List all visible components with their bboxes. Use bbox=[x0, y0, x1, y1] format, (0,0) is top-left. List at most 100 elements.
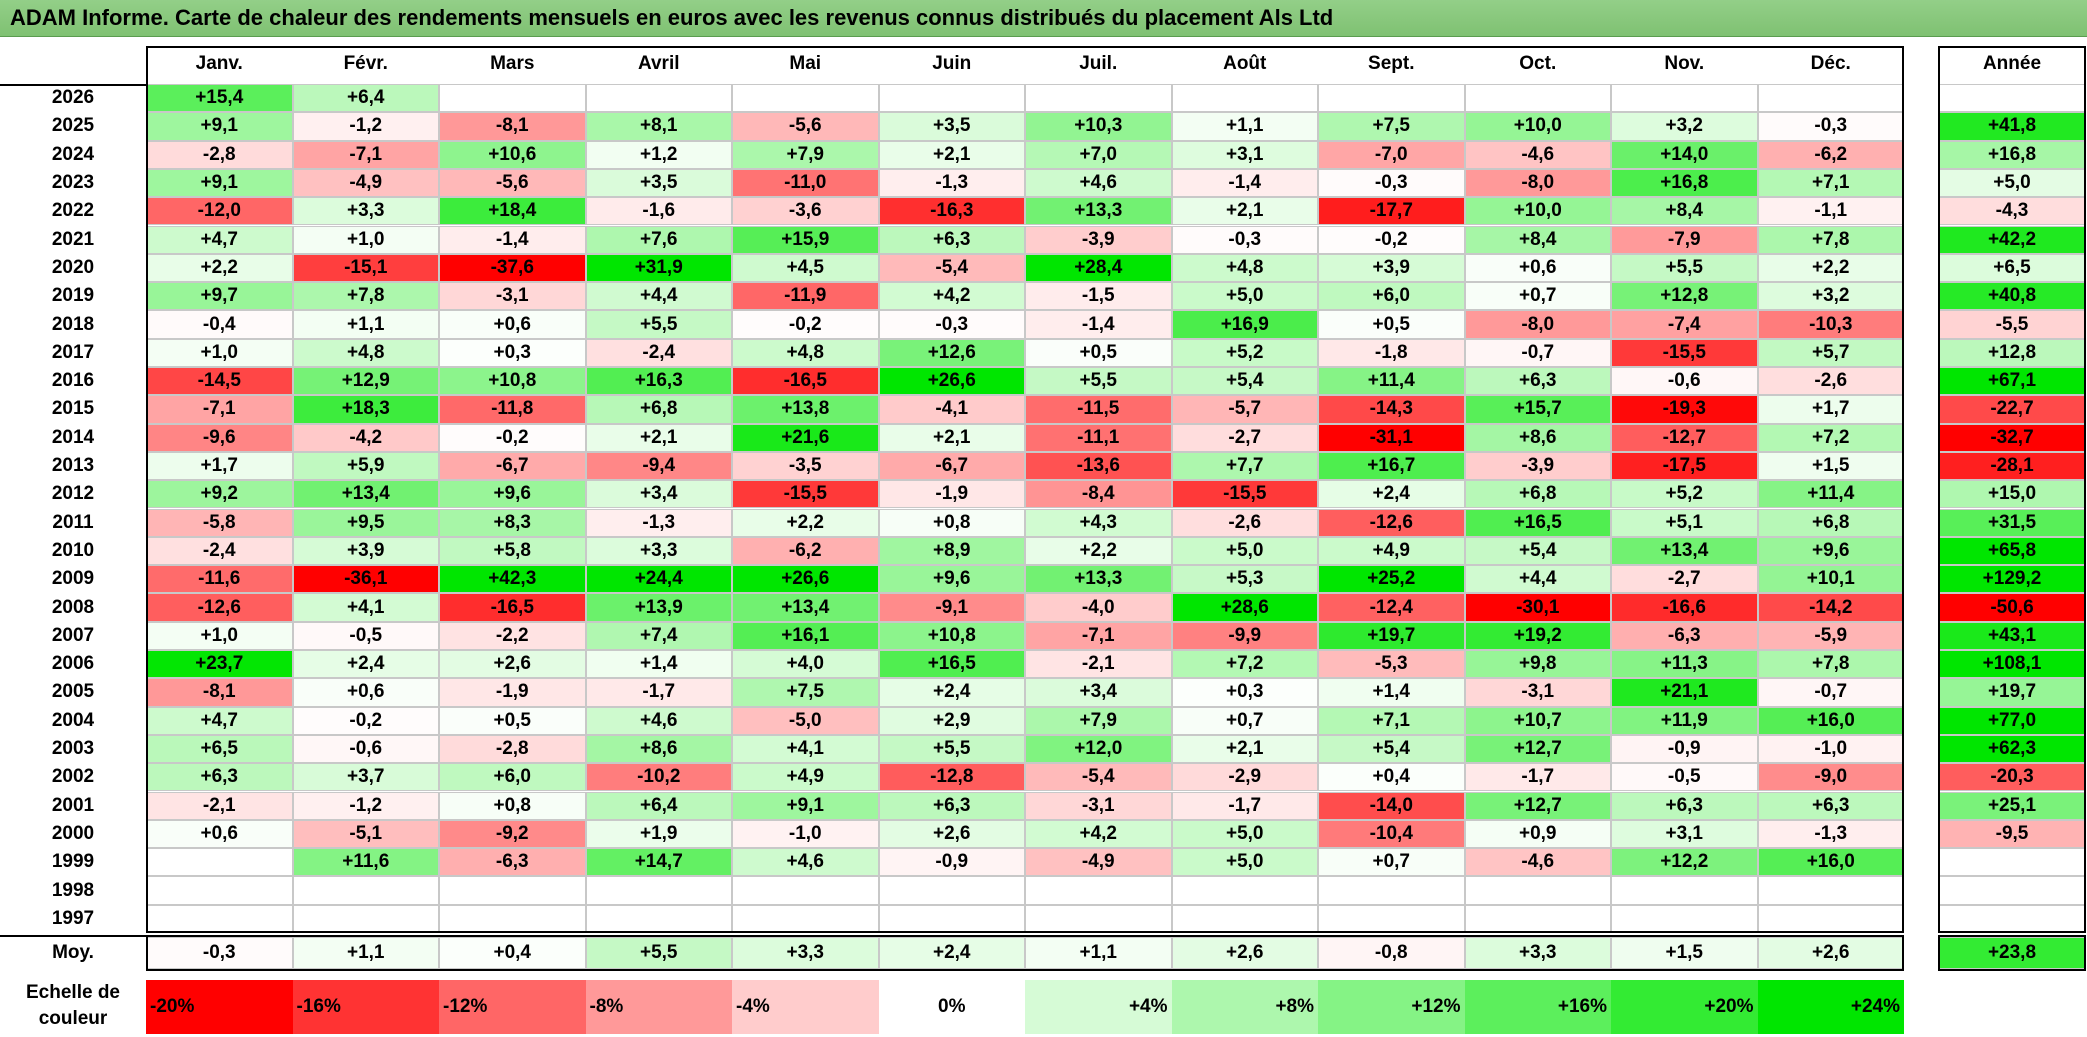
heatmap-cell: -3,9 bbox=[1025, 225, 1172, 254]
heatmap-cell: +11,4 bbox=[1318, 367, 1465, 396]
annual-cell: +19,7 bbox=[1938, 678, 2086, 707]
scale-step: -12% bbox=[439, 980, 586, 1034]
heatmap-cell: +0,6 bbox=[439, 310, 586, 339]
heatmap-cell: +5,5 bbox=[1611, 253, 1758, 283]
heatmap-cell: -0,7 bbox=[1757, 678, 1904, 707]
year-label: 2012 bbox=[51, 483, 95, 505]
heatmap-cell: -2,7 bbox=[1171, 423, 1318, 452]
heatmap-cell: -3,1 bbox=[1025, 791, 1172, 820]
heatmap-cell: -4,9 bbox=[292, 168, 439, 198]
heatmap-cell: -31,1 bbox=[1318, 423, 1465, 452]
heatmap-cell: +3,9 bbox=[292, 536, 439, 566]
heatmap-cell: -0,5 bbox=[292, 621, 439, 650]
heatmap-cell: +4,9 bbox=[732, 763, 879, 792]
heatmap-cell: +6,0 bbox=[1318, 282, 1465, 311]
heatmap-cell: +7,6 bbox=[585, 225, 732, 254]
heatmap-cell: +3,3 bbox=[292, 197, 439, 226]
average-cell: +0,4 bbox=[439, 937, 586, 969]
heatmap-cell: +11,3 bbox=[1611, 650, 1758, 679]
heatmap-cell: -12,6 bbox=[146, 593, 293, 622]
heatmap-cell: +31,9 bbox=[585, 253, 732, 283]
heatmap-cell: +7,9 bbox=[732, 140, 879, 169]
average-cell: +3,3 bbox=[1464, 937, 1611, 969]
year-label: 2020 bbox=[51, 256, 95, 278]
heatmap-cell: +24,4 bbox=[585, 565, 732, 594]
heatmap-cell: +0,5 bbox=[1318, 310, 1465, 339]
heatmap-cell: -10,2 bbox=[585, 763, 732, 792]
year-label: 2017 bbox=[51, 341, 95, 363]
scale-label: Echelle de couleur bbox=[26, 982, 120, 1029]
heatmap-cell: +10,3 bbox=[1025, 112, 1172, 141]
heatmap-cell: +4,1 bbox=[732, 734, 879, 764]
heatmap-cell: +8,6 bbox=[1464, 423, 1611, 452]
heatmap-cell: +12,9 bbox=[292, 367, 439, 396]
heatmap-cell: +10,0 bbox=[1464, 112, 1611, 141]
heatmap-cell: +13,4 bbox=[732, 593, 879, 622]
average-cell: +2,6 bbox=[1171, 937, 1318, 969]
heatmap-cell: +13,4 bbox=[292, 480, 439, 509]
heatmap-cell: +7,9 bbox=[1025, 706, 1172, 735]
average-cell: +1,5 bbox=[1611, 937, 1758, 969]
heatmap-cell: +6,5 bbox=[146, 734, 293, 764]
heatmap-cell: +5,2 bbox=[1171, 338, 1318, 367]
heatmap-cell: -0,6 bbox=[1611, 367, 1758, 396]
heatmap-cell: +7,1 bbox=[1757, 168, 1904, 198]
heatmap-cell: -4,2 bbox=[292, 423, 439, 452]
heatmap-cell: -15,5 bbox=[732, 480, 879, 509]
heatmap-cell: -16,3 bbox=[878, 197, 1025, 226]
month-header: Déc. bbox=[1810, 53, 1851, 74]
heatmap-cell: +1,0 bbox=[292, 225, 439, 254]
heatmap-cell: +4,6 bbox=[585, 706, 732, 735]
heatmap-cell bbox=[292, 876, 439, 905]
heatmap-cell: -14,5 bbox=[146, 367, 293, 396]
title-bar: ADAM Informe. Carte de chaleur des rende… bbox=[0, 0, 2087, 37]
heatmap-cell: -0,2 bbox=[439, 423, 586, 452]
year-label: 2004 bbox=[51, 709, 95, 731]
heatmap-cell: +14,0 bbox=[1611, 140, 1758, 169]
heatmap-cell: +13,8 bbox=[732, 395, 879, 424]
annual-cell: +62,3 bbox=[1938, 734, 2086, 764]
heatmap-cell: -1,6 bbox=[585, 197, 732, 226]
month-header: Août bbox=[1223, 53, 1267, 74]
month-header: Févr. bbox=[343, 53, 388, 74]
year-label: 1997 bbox=[51, 907, 95, 929]
heatmap-cell: -5,3 bbox=[1318, 650, 1465, 679]
heatmap-cell: +0,6 bbox=[292, 678, 439, 707]
annual-cell: +42,2 bbox=[1938, 225, 2086, 254]
annual-cell: +77,0 bbox=[1938, 706, 2086, 735]
heatmap-cell: -9,9 bbox=[1171, 621, 1318, 650]
annual-cell: +5,0 bbox=[1938, 168, 2086, 198]
year-label: 2021 bbox=[51, 228, 95, 250]
heatmap-cell: +3,5 bbox=[878, 112, 1025, 141]
heatmap-cell: +21,1 bbox=[1611, 678, 1758, 707]
heatmap-cell: +18,4 bbox=[439, 197, 586, 226]
heatmap-cell bbox=[1318, 876, 1465, 905]
heatmap-cell: +12,7 bbox=[1464, 791, 1611, 820]
heatmap-cell: +8,3 bbox=[439, 508, 586, 537]
year-label: 2018 bbox=[51, 313, 95, 335]
heatmap-cell: -3,9 bbox=[1464, 451, 1611, 481]
heatmap-cell bbox=[1464, 876, 1611, 905]
heatmap-cell: +5,8 bbox=[439, 536, 586, 566]
scale-step: 0% bbox=[878, 980, 1025, 1034]
heatmap-cell: +5,0 bbox=[1171, 282, 1318, 311]
heatmap-cell: -1,2 bbox=[292, 112, 439, 141]
heatmap-cell: +8,6 bbox=[585, 734, 732, 764]
year-label: 2026 bbox=[51, 87, 95, 109]
heatmap-cell: -11,8 bbox=[439, 395, 586, 424]
year-label: 2002 bbox=[51, 766, 95, 788]
heatmap-cell: -17,7 bbox=[1318, 197, 1465, 226]
month-header: Mars bbox=[490, 53, 535, 74]
heatmap-cell: +4,6 bbox=[732, 848, 879, 877]
heatmap-cell: +13,9 bbox=[585, 593, 732, 622]
annual-cell: +6,5 bbox=[1938, 253, 2086, 283]
heatmap-cell: -7,0 bbox=[1318, 140, 1465, 169]
heatmap-cell: -9,1 bbox=[878, 593, 1025, 622]
chart-title: ADAM Informe. Carte de chaleur des rende… bbox=[10, 5, 1334, 30]
heatmap-cell: +2,1 bbox=[878, 423, 1025, 452]
heatmap-cell: +5,9 bbox=[292, 451, 439, 481]
annual-cell: +15,0 bbox=[1938, 480, 2086, 509]
heatmap-cell: +12,0 bbox=[1025, 734, 1172, 764]
month-header: Janv. bbox=[195, 53, 243, 74]
year-label: 2009 bbox=[51, 568, 95, 590]
